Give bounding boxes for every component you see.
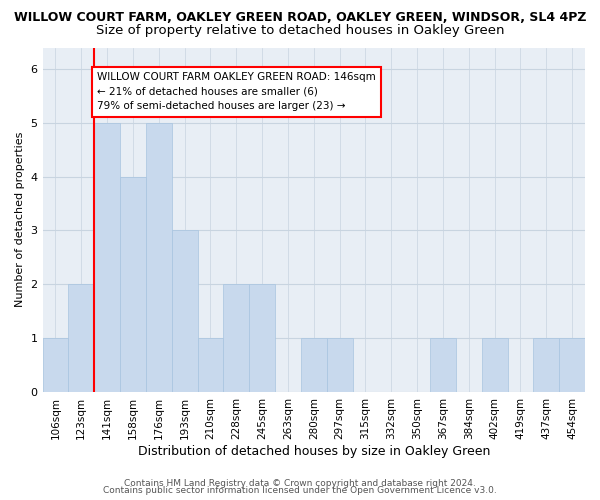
Bar bbox=[43, 338, 68, 392]
Bar bbox=[172, 230, 197, 392]
Bar bbox=[482, 338, 508, 392]
Bar bbox=[120, 176, 146, 392]
X-axis label: Distribution of detached houses by size in Oakley Green: Distribution of detached houses by size … bbox=[137, 444, 490, 458]
Bar bbox=[68, 284, 94, 392]
Y-axis label: Number of detached properties: Number of detached properties bbox=[15, 132, 25, 308]
Text: Contains HM Land Registry data © Crown copyright and database right 2024.: Contains HM Land Registry data © Crown c… bbox=[124, 478, 476, 488]
Bar bbox=[326, 338, 353, 392]
Bar bbox=[301, 338, 326, 392]
Text: WILLOW COURT FARM OAKLEY GREEN ROAD: 146sqm
← 21% of detached houses are smaller: WILLOW COURT FARM OAKLEY GREEN ROAD: 146… bbox=[97, 72, 376, 112]
Bar bbox=[249, 284, 275, 392]
Text: Contains public sector information licensed under the Open Government Licence v3: Contains public sector information licen… bbox=[103, 486, 497, 495]
Bar bbox=[94, 123, 120, 392]
Bar bbox=[559, 338, 585, 392]
Text: WILLOW COURT FARM, OAKLEY GREEN ROAD, OAKLEY GREEN, WINDSOR, SL4 4PZ: WILLOW COURT FARM, OAKLEY GREEN ROAD, OA… bbox=[14, 11, 586, 24]
Bar bbox=[430, 338, 456, 392]
Bar bbox=[533, 338, 559, 392]
Text: Size of property relative to detached houses in Oakley Green: Size of property relative to detached ho… bbox=[96, 24, 504, 37]
Bar bbox=[146, 123, 172, 392]
Bar bbox=[197, 338, 223, 392]
Bar bbox=[223, 284, 249, 392]
